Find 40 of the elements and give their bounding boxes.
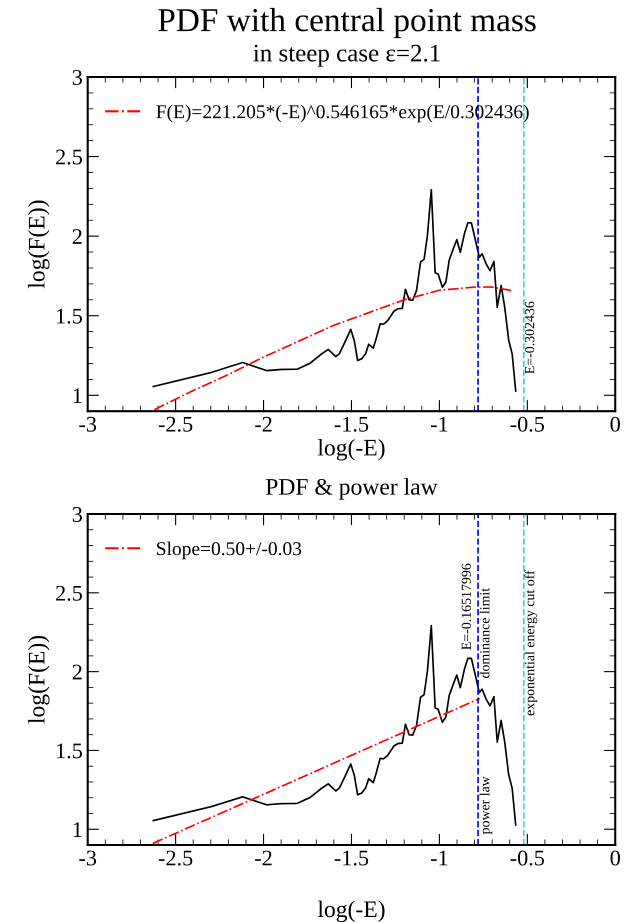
y-tick-label: 2 (72, 664, 82, 680)
x-tick-label: -0.5 (510, 416, 544, 432)
y-tick-label: 1.5 (57, 308, 82, 324)
annotation: E=-0.302436 (524, 302, 534, 374)
chart-subtitle: in steep case ε=2.1 (253, 44, 440, 67)
annotation: E=-0.16517996 (462, 564, 472, 650)
x-axis-title: log(-E) (318, 900, 385, 922)
x-tick-label: -1 (430, 416, 448, 432)
y-tick-label: 2.5 (56, 586, 82, 601)
legend-label: Slope=0.50+/-0.03 (157, 542, 302, 560)
x-tick-label: -1.5 (334, 416, 368, 432)
annotation: dominance limit (480, 588, 490, 678)
x-tick-label: 0 (610, 416, 620, 432)
line-series (154, 286, 514, 410)
chart-title: PDF with central point mass (158, 8, 536, 38)
y-axis-title: log(F(E)) (28, 636, 50, 724)
x-tick-label: -2.5 (158, 416, 192, 432)
y-tick-label: 1 (74, 388, 82, 404)
x-tick-label: -0.5 (510, 850, 544, 866)
x-tick-label: -2.5 (158, 850, 192, 866)
x-tick-label: -2 (255, 850, 272, 866)
y-tick-label: 3 (72, 70, 82, 85)
legend-label: F(E)=221.205*(-E)^0.546165*exp(E/0.302436) (156, 104, 529, 122)
x-tick-label: -3 (79, 416, 96, 432)
y-axis-title: log(F(E)) (28, 200, 50, 288)
x-tick-label: -1.5 (334, 850, 368, 866)
y-tick-label: 1.5 (57, 743, 82, 758)
x-tick-label: 0 (610, 850, 620, 866)
y-tick-label: 2.5 (56, 150, 82, 165)
line-series (152, 188, 517, 392)
x-tick-label: -3 (79, 850, 96, 866)
y-tick-label: 3 (72, 507, 82, 522)
chart-title: PDF & power law (266, 478, 438, 500)
y-tick-label: 1 (74, 822, 82, 837)
y-tick-label: 2 (72, 229, 82, 244)
annotation: exponential energy cut off (524, 570, 538, 716)
x-tick-label: -2 (255, 416, 272, 432)
x-tick-label: -1 (430, 850, 448, 866)
x-axis-title: log(-E) (318, 439, 385, 460)
annotation: power law (480, 776, 492, 834)
